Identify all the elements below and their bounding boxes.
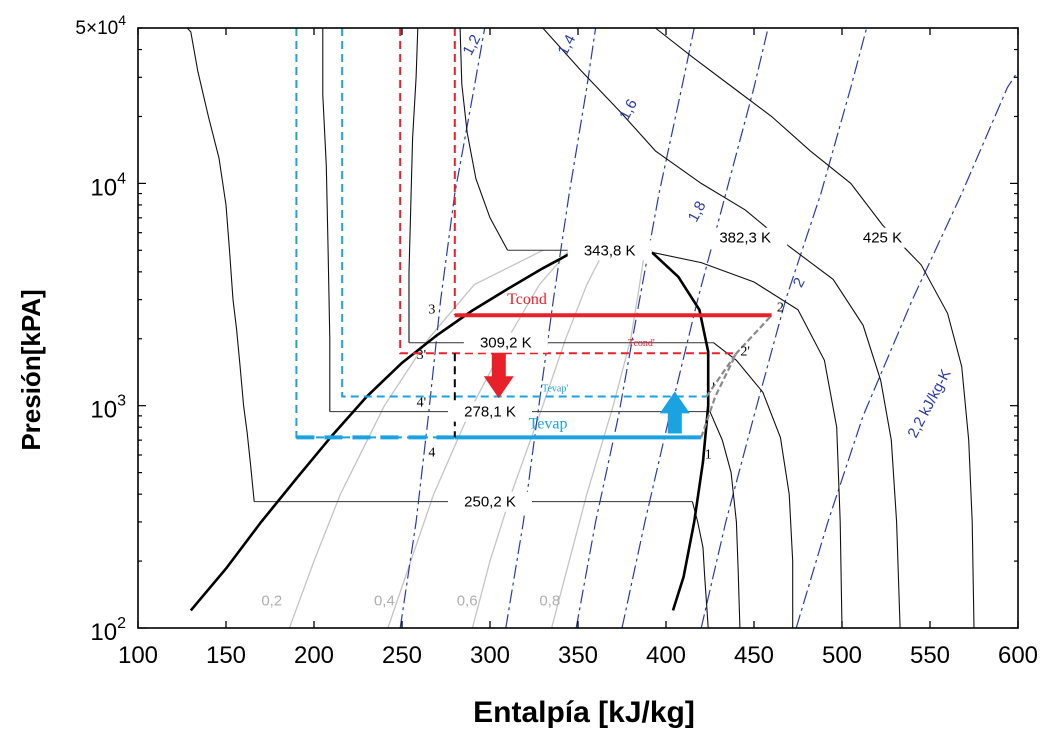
saturated-liquid-line	[189, 248, 579, 612]
state-point-label: 3'	[417, 348, 427, 363]
x-tick-label: 350	[558, 642, 598, 669]
quality-line-label: 0,8	[539, 593, 560, 610]
y-tick-base: 10	[90, 619, 117, 646]
quality-line-label: 0,6	[457, 593, 478, 610]
compression-line	[700, 314, 773, 438]
isotherm-label-bg	[448, 401, 532, 422]
y-tick-label: 103	[90, 393, 126, 424]
cycle-annotation: Tcond	[507, 291, 547, 308]
x-tick-label: 400	[646, 642, 686, 669]
isotherm-label-bg	[567, 240, 652, 261]
y-tick-label: 102	[90, 615, 126, 646]
isotherm-label: 343,8 K	[584, 242, 636, 259]
isotherm-line	[408, 27, 419, 343]
isotherm-line	[709, 411, 741, 629]
state-point-label: 4	[428, 446, 435, 461]
x-tick-label: 300	[470, 642, 510, 669]
x-tick-label: 100	[118, 642, 158, 669]
cycle-annotation: Tevap	[529, 415, 568, 432]
quality-line-label: 0,4	[374, 593, 395, 610]
y-tick-exponent: 3	[117, 393, 126, 410]
isotherm-line	[655, 27, 975, 629]
isotherm-line	[691, 501, 709, 629]
x-tick-label: 450	[734, 642, 774, 669]
isotherm-line	[459, 27, 509, 251]
y-tick-base: 5×10	[75, 18, 118, 39]
state-point-label: 1	[705, 447, 712, 462]
state-point-label: 1'	[705, 380, 715, 395]
quality-line-label: 0,2	[261, 593, 282, 610]
x-tick-label: 600	[998, 642, 1038, 669]
saturated-vapor-line	[651, 251, 710, 611]
cycle-line	[399, 28, 737, 355]
isotherm-label: 278,1 K	[464, 404, 516, 421]
cycle-annotation: Tcond'	[628, 338, 655, 349]
isotherm-label: 425 K	[863, 230, 902, 247]
cycle-annotation: Tevap'	[542, 383, 568, 394]
y-tick-label: 5×104	[75, 12, 126, 39]
isotherm-line	[186, 27, 255, 502]
isotherm-label-bg	[448, 491, 532, 512]
quality-line	[471, 250, 605, 629]
cycle-line	[341, 28, 707, 398]
state-point-label: 2	[777, 301, 784, 316]
isotherm-label: 382,3 K	[719, 230, 771, 247]
state-point-label: 2'	[740, 345, 750, 360]
y-axis-label: Presión[kPA]	[16, 289, 46, 450]
isotherm-label-bg	[840, 227, 925, 248]
y-tick-exponent: 2	[117, 615, 126, 632]
quality-line	[550, 250, 646, 629]
x-tick-label: 250	[382, 642, 422, 669]
quality-line	[288, 249, 544, 629]
isotherm-label: 250,2 K	[464, 494, 516, 511]
y-tick-exponent: 4	[118, 12, 126, 28]
y-tick-label: 104	[90, 170, 126, 201]
y-tick-base: 10	[90, 397, 117, 424]
isentrope-line	[399, 27, 486, 629]
x-axis-label: Entalpía [kJ/kg]	[473, 696, 695, 729]
isotherm-line	[542, 27, 901, 629]
x-tick-label: 500	[822, 642, 862, 669]
isentrope-line	[505, 27, 597, 629]
down-arrow	[483, 341, 514, 399]
isotherm-line	[651, 251, 843, 629]
state-point-label: 3	[428, 302, 435, 317]
y-tick-exponent: 4	[117, 170, 126, 187]
y-tick-base: 10	[90, 174, 117, 201]
isentrope-line	[621, 27, 769, 629]
isotherm-label-bg	[703, 227, 788, 248]
isentrope-line	[575, 27, 695, 629]
isotherm-label-bg	[463, 332, 548, 353]
x-tick-label: 550	[910, 642, 950, 669]
x-tick-label: 200	[294, 642, 334, 669]
isentrope-line	[700, 27, 868, 629]
state-point-label: 4'	[417, 396, 427, 411]
isotherm-line	[713, 342, 794, 628]
x-tick-label: 150	[206, 642, 246, 669]
isentrope-line	[795, 70, 1019, 629]
isotherm-label: 309,2 K	[480, 335, 532, 352]
isotherm-line	[322, 28, 331, 412]
up-arrow	[659, 391, 690, 434]
